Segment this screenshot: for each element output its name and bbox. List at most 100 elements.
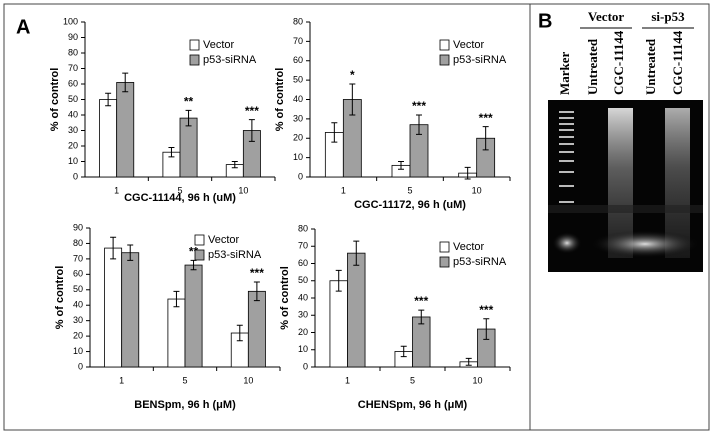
bar — [247, 290, 266, 368]
legend-label: Vector — [203, 39, 235, 51]
error-bar — [173, 290, 180, 308]
panel-label: B — [538, 10, 552, 32]
annotation: *** — [250, 266, 264, 280]
error-bar — [335, 269, 342, 292]
x-tick-label: 10 — [238, 185, 248, 195]
error-bar — [464, 166, 471, 180]
y-axis-label: % of control — [54, 266, 66, 330]
y-tick-label: 90 — [73, 222, 83, 232]
y-tick-label: 60 — [293, 55, 303, 65]
error-bar — [331, 122, 338, 143]
error-bar — [398, 161, 404, 170]
y-tick-label: 70 — [73, 253, 83, 263]
x-tick-label: 1 — [345, 375, 350, 385]
y-tick-label: 50 — [68, 94, 78, 104]
error-bar — [190, 259, 197, 271]
y-tick-label: 0 — [303, 361, 308, 371]
y-tick-label: 80 — [298, 223, 308, 233]
y-tick-label: 90 — [68, 32, 78, 42]
error-bar — [236, 324, 243, 342]
error-bar — [122, 72, 129, 93]
y-tick-label: 20 — [293, 133, 303, 143]
bar — [116, 82, 135, 178]
y-tick-label: 40 — [293, 94, 303, 104]
x-axis-label: CGC-11172, 96 h (uM) — [354, 199, 466, 211]
gel — [548, 100, 703, 272]
y-tick-label: 20 — [298, 327, 308, 337]
legend-swatch — [189, 54, 200, 66]
x-tick-label: 1 — [341, 185, 346, 195]
y-tick-label: 80 — [73, 238, 83, 248]
bar — [179, 117, 198, 178]
legend-swatch — [189, 39, 200, 51]
legend-swatch — [439, 241, 450, 253]
bar — [121, 252, 140, 368]
x-tick-label: 5 — [410, 375, 415, 385]
error-bar — [231, 161, 238, 169]
error-bar — [185, 109, 192, 127]
error-bar — [418, 309, 425, 325]
x-axis-label: CHENSpm, 96 h (μM) — [358, 399, 468, 411]
y-tick-label: 40 — [298, 292, 308, 302]
y-tick-label: 30 — [73, 315, 83, 325]
lane-label: Marker — [557, 51, 572, 95]
legend-swatch — [439, 39, 450, 51]
group-label: si-p53 — [651, 9, 685, 24]
x-tick-label: 10 — [472, 185, 482, 195]
y-tick-label: 50 — [298, 275, 308, 285]
ladder — [559, 111, 574, 203]
bar — [104, 247, 123, 368]
y-tick-label: 0 — [78, 361, 83, 371]
legend-swatch — [194, 234, 205, 246]
y-tick-label: 30 — [68, 125, 78, 135]
x-tick-label: 1 — [119, 375, 124, 385]
bar — [184, 264, 203, 368]
annotation: ** — [189, 245, 199, 259]
error-bar — [400, 345, 407, 358]
bar — [412, 316, 431, 368]
y-tick-label: 50 — [73, 284, 83, 294]
y-tick-label: 70 — [293, 36, 303, 46]
x-tick-label: 1 — [114, 185, 119, 195]
y-axis-label: % of control — [279, 266, 291, 330]
error-bar — [353, 240, 360, 266]
error-bar — [105, 92, 112, 107]
x-axis-label: CGC-11144, 96 h (uM) — [124, 192, 236, 204]
annotation: *** — [479, 111, 493, 125]
y-tick-label: 10 — [298, 344, 308, 354]
legend-label: Vector — [453, 241, 485, 253]
frame — [3, 3, 710, 431]
y-tick-label: 20 — [73, 330, 83, 340]
y-tick-label: 10 — [293, 152, 303, 162]
y-axis-label: % of control — [49, 68, 61, 132]
error-bar — [483, 318, 490, 340]
x-tick-label: 10 — [472, 375, 482, 385]
error-bar — [168, 147, 175, 158]
annotation: *** — [479, 303, 493, 317]
annotation: *** — [412, 99, 426, 113]
y-axis-label: % of control — [274, 68, 286, 132]
panel-label: A — [16, 16, 30, 38]
error-bar — [482, 126, 489, 151]
error-bar — [127, 244, 134, 261]
bar — [99, 99, 118, 178]
error-bar — [465, 357, 472, 366]
y-tick-label: 0 — [73, 171, 78, 181]
x-tick-label: 5 — [177, 185, 182, 195]
band — [590, 230, 700, 258]
error-bar — [253, 281, 260, 302]
y-tick-label: 60 — [73, 269, 83, 279]
y-tick-label: 30 — [298, 310, 308, 320]
y-tick-label: 10 — [68, 156, 78, 166]
annotation: * — [350, 68, 355, 82]
lane-label: Untreated — [585, 38, 600, 95]
bar — [329, 280, 348, 368]
legend-label: p53-siRNA — [453, 256, 507, 268]
legend-label: p53-siRNA — [203, 54, 257, 66]
y-tick-label: 60 — [298, 258, 308, 268]
group-label: Vector — [588, 9, 625, 24]
y-tick-label: 100 — [63, 16, 78, 26]
y-tick-label: 20 — [68, 140, 78, 150]
legend-swatch — [439, 256, 450, 268]
legend-label: Vector — [453, 39, 485, 51]
